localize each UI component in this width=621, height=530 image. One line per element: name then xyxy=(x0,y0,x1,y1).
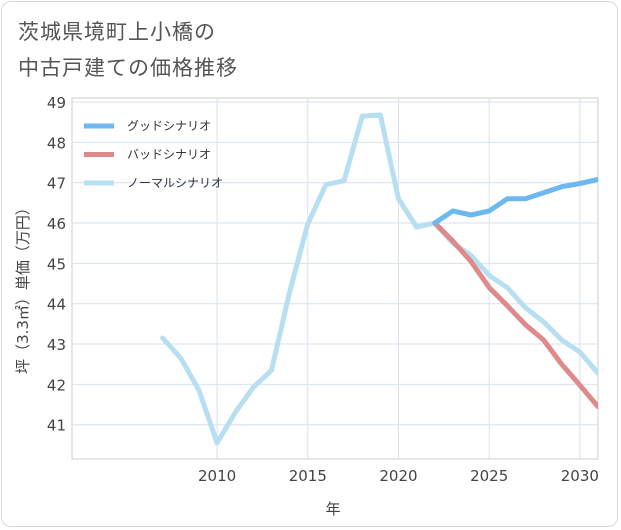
x-tick-label-2020: 2020 xyxy=(379,467,417,485)
y-tick-label-42: 42 xyxy=(47,376,66,394)
chart-title: 茨城県境町上小橋の 中古戸建ての価格推移 xyxy=(18,14,238,86)
series-lines xyxy=(160,112,598,446)
y-tick-label-45: 45 xyxy=(47,255,66,273)
x-tick-label-2010: 2010 xyxy=(198,467,236,485)
series-line-0 xyxy=(432,177,598,226)
y-tick-label-43: 43 xyxy=(47,336,66,354)
plot-area xyxy=(71,97,599,460)
legend-label-0: グッドシナリオ xyxy=(127,119,211,133)
x-tick-labels: 2010 2015 2020 2025 2030 xyxy=(198,467,599,485)
y-tick-label-47: 47 xyxy=(47,175,66,193)
x-axis-label: 年 xyxy=(325,500,340,518)
y-tick-label-44: 44 xyxy=(47,296,66,314)
y-tick-label-41: 41 xyxy=(47,417,66,435)
x-tick-label-2030: 2030 xyxy=(561,467,599,485)
y-tick-label-46: 46 xyxy=(47,215,66,233)
gridlines xyxy=(72,98,598,459)
y-tick-label-49: 49 xyxy=(47,94,66,112)
legend-label-2: ノーマルシナリオ xyxy=(127,176,223,190)
x-tick-label-2025: 2025 xyxy=(470,467,508,485)
y-tick-label-48: 48 xyxy=(47,134,66,152)
series-line-1 xyxy=(432,220,598,410)
y-tick-labels: 41 42 43 44 45 46 47 48 49 xyxy=(47,94,66,435)
x-tick-label-2015: 2015 xyxy=(289,467,327,485)
legend-label-1: バッドシナリオ xyxy=(127,148,211,162)
y-axis-label: 坪（3.3㎡）単価（万円） xyxy=(14,200,32,374)
chart-title-line-2: 中古戸建ての価格推移 xyxy=(18,56,238,80)
series-line-2 xyxy=(160,112,598,446)
chart-title-line-1: 茨城県境町上小橋の xyxy=(18,20,216,44)
